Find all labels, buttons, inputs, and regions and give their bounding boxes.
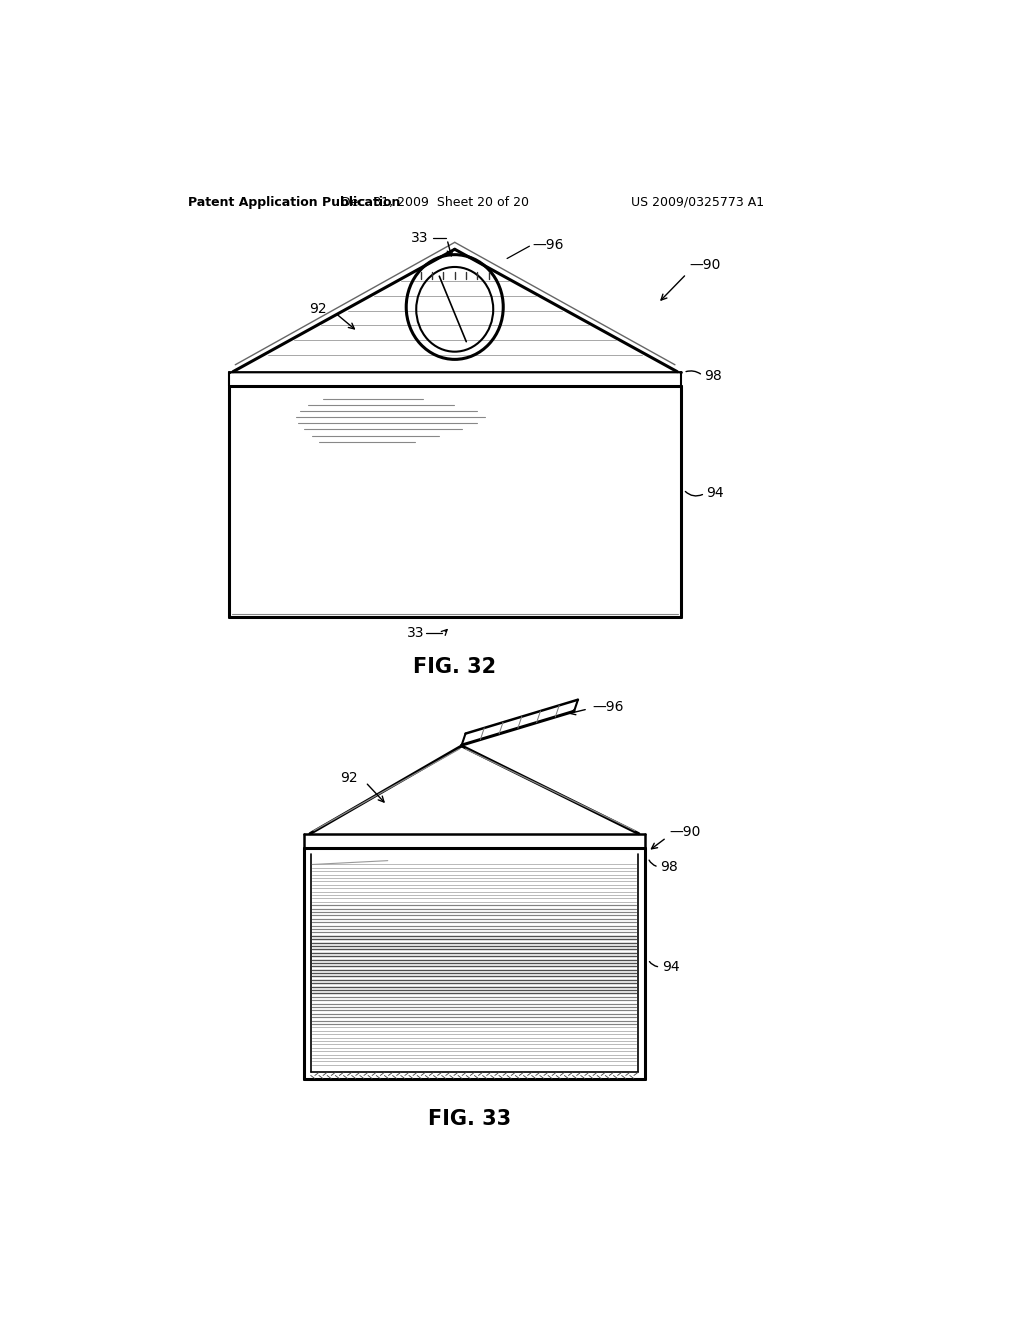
FancyArrowPatch shape [685,491,702,496]
Text: 92: 92 [340,771,357,785]
Text: —90: —90 [689,257,721,272]
Text: 92: 92 [309,302,327,317]
Text: FIG. 33: FIG. 33 [428,1109,511,1130]
FancyArrowPatch shape [649,961,657,966]
Text: 94: 94 [707,486,724,500]
Text: —96: —96 [593,700,624,714]
Text: 33: 33 [411,231,429,246]
FancyArrowPatch shape [649,861,656,866]
Text: Patent Application Publication: Patent Application Publication [188,195,400,209]
Text: 98: 98 [705,368,722,383]
Text: FIG. 32: FIG. 32 [413,656,497,677]
Text: —96: —96 [532,238,564,252]
Text: 33: 33 [408,627,425,640]
FancyArrowPatch shape [686,371,700,374]
Text: US 2009/0325773 A1: US 2009/0325773 A1 [631,195,764,209]
Text: —90: —90 [670,825,701,840]
Text: 98: 98 [660,859,678,874]
Text: 94: 94 [662,960,680,974]
Text: Dec. 31, 2009  Sheet 20 of 20: Dec. 31, 2009 Sheet 20 of 20 [341,195,528,209]
